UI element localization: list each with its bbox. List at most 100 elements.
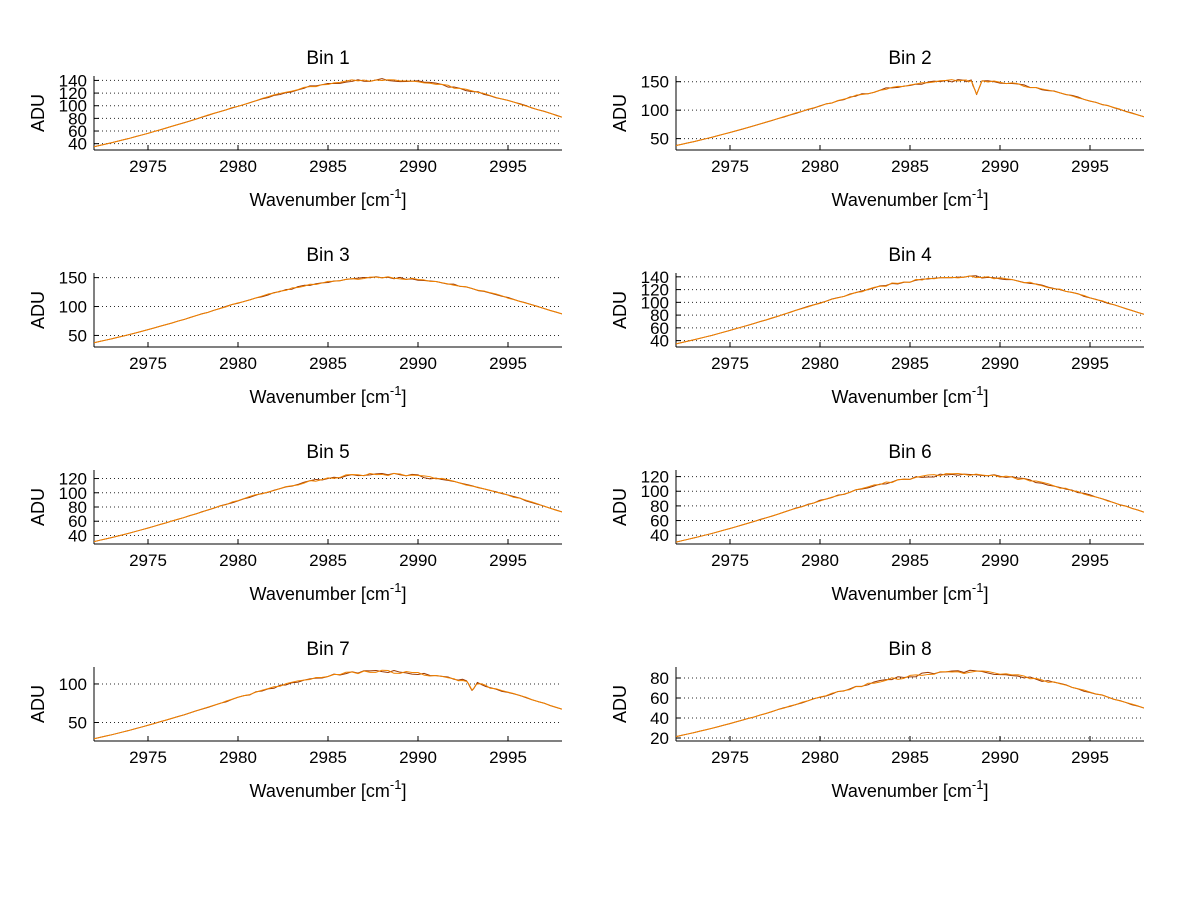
x-tick-label: 2985 — [891, 551, 929, 570]
x-axis-label-sup: -1 — [390, 186, 402, 201]
y-tick-label: 20 — [650, 729, 669, 748]
x-axis-label-suffix: ] — [983, 781, 988, 801]
x-axis-label-suffix: ] — [983, 387, 988, 407]
subplot-bin-7: 50 100 2975 2980 2985 2990 2995 Bin 7 ADU Wavenum… — [18, 629, 600, 826]
spectrum-trace-trace-dark — [676, 275, 1144, 345]
y-tick-label: 40 — [68, 135, 87, 154]
subplot-title: Bin 8 — [888, 639, 931, 660]
y-tick-label: 40 — [650, 526, 669, 545]
x-tick-label: 2990 — [981, 748, 1019, 767]
y-tick-label: 150 — [641, 73, 669, 92]
x-tick-label: 2995 — [1071, 354, 1109, 373]
x-tick-label: 2985 — [309, 354, 347, 373]
x-axis-label-sup: -1 — [972, 383, 984, 398]
x-tick-label: 2980 — [801, 354, 839, 373]
x-axis-label: Wavenumber [cm-1] — [832, 383, 989, 407]
spectrum-trace-trace-main — [94, 79, 562, 148]
x-axis-label-sup: -1 — [390, 383, 402, 398]
spectrum-trace-trace-dark — [94, 276, 562, 344]
y-tick-label: 80 — [68, 498, 87, 517]
y-tick-label: 100 — [641, 101, 669, 120]
y-tick-label: 60 — [68, 122, 87, 141]
y-tick-label: 120 — [59, 470, 87, 489]
x-axis-label: Wavenumber [cm-1] — [250, 777, 407, 801]
x-axis-label-suffix: ] — [401, 190, 406, 210]
spectrum-trace-trace-main — [94, 472, 562, 543]
y-tick-label: 100 — [641, 482, 669, 501]
x-axis-label: Wavenumber [cm-1] — [832, 777, 989, 801]
chart-bin-2: 50 100 150 2975 2980 2985 2990 2995 Bin 2 ADU Wave… — [610, 48, 1144, 210]
x-axis-label-suffix: ] — [401, 584, 406, 604]
x-tick-label: 2975 — [129, 157, 167, 176]
x-tick-label: 2975 — [711, 551, 749, 570]
spectrum-trace-trace-main — [94, 669, 562, 740]
y-tick-label: 40 — [650, 332, 669, 351]
y-axis-label: ADU — [610, 94, 630, 132]
spectrum-trace-trace-main — [676, 670, 1144, 738]
x-tick-label: 2985 — [891, 748, 929, 767]
spectrum-trace-trace-main — [94, 276, 562, 344]
x-tick-label: 2975 — [129, 748, 167, 767]
x-tick-label: 2995 — [1071, 157, 1109, 176]
x-tick-label: 2980 — [219, 748, 257, 767]
x-tick-label: 2975 — [711, 157, 749, 176]
spectrum-trace-trace-dark — [676, 79, 1144, 147]
x-tick-label: 2980 — [219, 354, 257, 373]
y-tick-label: 120 — [641, 281, 669, 300]
x-tick-label: 2995 — [489, 748, 527, 767]
x-axis-label-sup: -1 — [972, 186, 984, 201]
x-axis-label-sup: -1 — [972, 580, 984, 595]
x-axis-label-sup: -1 — [972, 777, 984, 792]
subplot-title: Bin 5 — [306, 442, 349, 463]
x-tick-label: 2980 — [801, 748, 839, 767]
x-tick-label: 2980 — [801, 551, 839, 570]
x-tick-label: 2990 — [399, 354, 437, 373]
x-axis-label: Wavenumber [cm-1] — [250, 383, 407, 407]
y-tick-label: 140 — [641, 268, 669, 287]
y-tick-label: 80 — [650, 497, 669, 516]
y-tick-label: 50 — [650, 130, 669, 149]
spectrum-trace-trace-main — [676, 275, 1144, 345]
chart-bin-7: 50 100 2975 2980 2985 2990 2995 Bin 7 ADU Wavenum… — [28, 639, 562, 801]
y-tick-label: 60 — [650, 512, 669, 531]
y-tick-label: 80 — [650, 669, 669, 688]
x-axis-label-suffix: ] — [983, 584, 988, 604]
spectrum-trace-trace-main — [676, 79, 1144, 147]
y-tick-label: 60 — [650, 319, 669, 338]
x-axis-label: Wavenumber [cm-1] — [250, 580, 407, 604]
x-axis-label-sup: -1 — [390, 777, 402, 792]
y-tick-label: 80 — [650, 306, 669, 325]
x-tick-label: 2995 — [489, 157, 527, 176]
spectrum-trace-trace-dark — [676, 473, 1144, 543]
x-tick-label: 2990 — [399, 551, 437, 570]
x-tick-label: 2980 — [219, 157, 257, 176]
x-tick-label: 2995 — [489, 551, 527, 570]
x-tick-label: 2975 — [711, 748, 749, 767]
y-tick-label: 100 — [641, 293, 669, 312]
figure-grid: 40 60 80 100 120 140 2975 2980 2985 2990 2995 Bin 1… — [18, 38, 1182, 826]
x-axis-label-suffix: ] — [983, 190, 988, 210]
x-axis-label: Wavenumber [cm-1] — [832, 186, 989, 210]
subplot-bin-6: 40 60 80 100 120 2975 2980 2985 2990 2995 Bin 6 ADU… — [600, 432, 1182, 629]
subplot-bin-2: 50 100 150 2975 2980 2985 2990 2995 Bin 2 ADU Wave… — [600, 38, 1182, 235]
x-axis-label-prefix: Wavenumber [cm — [250, 781, 390, 801]
y-axis-label: ADU — [610, 488, 630, 526]
x-tick-label: 2995 — [1071, 748, 1109, 767]
chart-bin-3: 50 100 150 2975 2980 2985 2990 2995 Bin 3 ADU Wave… — [28, 245, 562, 407]
x-tick-label: 2985 — [309, 157, 347, 176]
x-axis-label-prefix: Wavenumber [cm — [250, 387, 390, 407]
y-tick-label: 40 — [68, 526, 87, 545]
subplot-bin-4: 40 60 80 100 120 140 2975 2980 2985 2990 2995 Bin 4… — [600, 235, 1182, 432]
x-axis-label-sup: -1 — [390, 580, 402, 595]
x-tick-label: 2985 — [891, 354, 929, 373]
y-tick-label: 150 — [59, 269, 87, 288]
y-tick-label: 50 — [68, 714, 87, 733]
y-tick-label: 100 — [59, 484, 87, 503]
x-tick-label: 2990 — [981, 551, 1019, 570]
x-tick-label: 2990 — [399, 157, 437, 176]
y-axis-label: ADU — [610, 685, 630, 723]
subplot-title: Bin 6 — [888, 442, 931, 463]
